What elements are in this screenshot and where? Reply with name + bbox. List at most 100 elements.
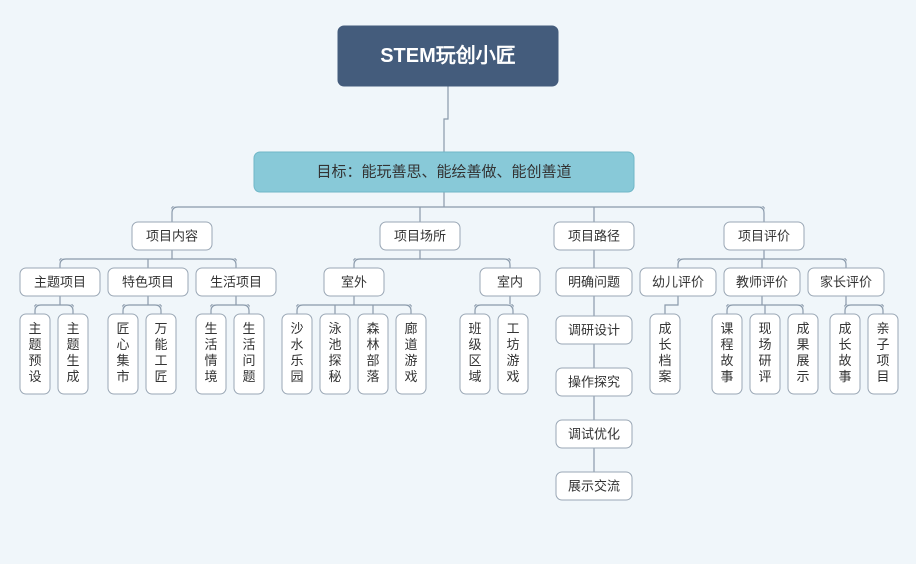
node-s41: 幼儿评价	[640, 268, 716, 296]
node-s43: 家长评价	[808, 268, 884, 296]
node-text: 程	[720, 337, 733, 352]
node-text: 沙	[290, 321, 303, 336]
node-L111: 主题预设	[20, 314, 50, 394]
node-text: 成	[658, 321, 671, 336]
node-text: 成	[66, 369, 79, 384]
node-text: 能	[154, 337, 167, 352]
node-text: 工	[506, 321, 519, 336]
node-text: 室内	[497, 275, 523, 290]
node-text: 园	[290, 369, 303, 384]
node-text: 探	[328, 353, 341, 368]
node-text: 目标：能玩善思、能绘善做、能创善道	[316, 164, 571, 181]
node-text: 课	[720, 321, 733, 336]
node-L221: 班级区域	[460, 314, 490, 394]
node-s11: 主题项目	[20, 268, 100, 296]
node-text: 室外	[341, 275, 367, 290]
node-b4: 项目评价	[724, 222, 804, 250]
node-text: 匠	[154, 369, 167, 384]
node-text: 游	[404, 353, 417, 368]
node-text: 乐	[290, 353, 303, 368]
node-L131: 生活情境	[196, 314, 226, 394]
node-text: 题	[28, 337, 41, 352]
node-text: 故	[720, 353, 733, 368]
node-text: 戏	[404, 369, 417, 384]
node-text: 场	[758, 337, 771, 352]
node-ST4: 展示交流	[556, 472, 632, 500]
node-text: 心	[116, 337, 129, 352]
node-L431: 成长故事	[830, 314, 860, 394]
node-root: STEM玩创小匠	[338, 26, 558, 86]
node-L121: 匠心集市	[108, 314, 138, 394]
node-s21: 室外	[324, 268, 384, 296]
node-text: 部	[366, 353, 379, 368]
nodes-layer: STEM玩创小匠目标：能玩善思、能绘善做、能创善道项目内容项目场所项目路径项目评…	[20, 26, 898, 500]
node-text: 明确问题	[568, 275, 620, 290]
node-text: 研	[758, 353, 771, 368]
node-text: 预	[28, 353, 41, 368]
node-text: 廊	[404, 321, 417, 336]
node-text: 活	[242, 337, 255, 352]
node-goal: 目标：能玩善思、能绘善做、能创善道	[254, 152, 634, 192]
node-text: 长	[658, 337, 671, 352]
node-text: 操作探究	[568, 375, 620, 390]
node-text: 果	[796, 337, 809, 352]
node-text: 情	[204, 353, 217, 368]
node-s42: 教师评价	[724, 268, 800, 296]
node-L122: 万能工匠	[146, 314, 176, 394]
node-L112: 主题生成	[58, 314, 88, 394]
node-s12: 特色项目	[108, 268, 188, 296]
node-text: 生	[66, 353, 79, 368]
node-text: 目	[876, 369, 889, 384]
node-text: 生	[242, 321, 255, 336]
node-L211: 沙水乐园	[282, 314, 312, 394]
node-L411: 成长档案	[650, 314, 680, 394]
node-text: 集	[116, 353, 129, 368]
node-text: 项目评价	[738, 229, 790, 244]
node-text: 林	[366, 337, 379, 352]
node-text: 家长评价	[820, 275, 872, 290]
node-text: 教师评价	[736, 275, 788, 290]
node-L214: 廊道游戏	[396, 314, 426, 394]
node-text: 亲	[876, 321, 889, 336]
node-text: 水	[290, 337, 303, 352]
node-text: 故	[838, 353, 851, 368]
node-text: 主题项目	[34, 275, 86, 290]
node-text: 案	[658, 369, 671, 384]
node-text: 戏	[506, 369, 519, 384]
node-text: 项	[876, 353, 889, 368]
node-L432: 亲子项目	[868, 314, 898, 394]
node-s13: 生活项目	[196, 268, 276, 296]
node-text: 工	[154, 353, 167, 368]
node-text: 特色项目	[122, 275, 174, 290]
node-text: 匠	[116, 321, 129, 336]
node-s31: 明确问题	[556, 268, 632, 296]
node-text: 长	[838, 337, 851, 352]
node-text: 境	[204, 369, 217, 384]
node-L421: 课程故事	[712, 314, 742, 394]
node-text: 班	[468, 321, 481, 336]
node-text: 事	[720, 369, 733, 384]
node-text: 事	[838, 369, 851, 384]
node-text: 生活项目	[210, 275, 262, 290]
node-L222: 工坊游戏	[498, 314, 528, 394]
node-L213: 森林部落	[358, 314, 388, 394]
node-text: 问	[242, 353, 255, 368]
node-L132: 生活问题	[234, 314, 264, 394]
node-L423: 成果展示	[788, 314, 818, 394]
node-text: 题	[66, 337, 79, 352]
node-ST3: 调试优化	[556, 420, 632, 448]
node-text: 幼儿评价	[652, 275, 704, 290]
node-text: 秘	[328, 369, 341, 384]
node-text: 区	[468, 353, 481, 368]
node-text: 题	[242, 369, 255, 384]
node-text: 主	[28, 321, 41, 336]
node-text: 档	[658, 353, 671, 368]
node-text: 评	[758, 369, 771, 384]
node-text: 调研设计	[568, 323, 620, 338]
node-text: 落	[366, 369, 379, 384]
node-text: 生	[204, 321, 217, 336]
node-b3: 项目路径	[554, 222, 634, 250]
node-text: 成	[796, 321, 809, 336]
node-text: 级	[468, 337, 481, 352]
node-ST2: 操作探究	[556, 368, 632, 396]
